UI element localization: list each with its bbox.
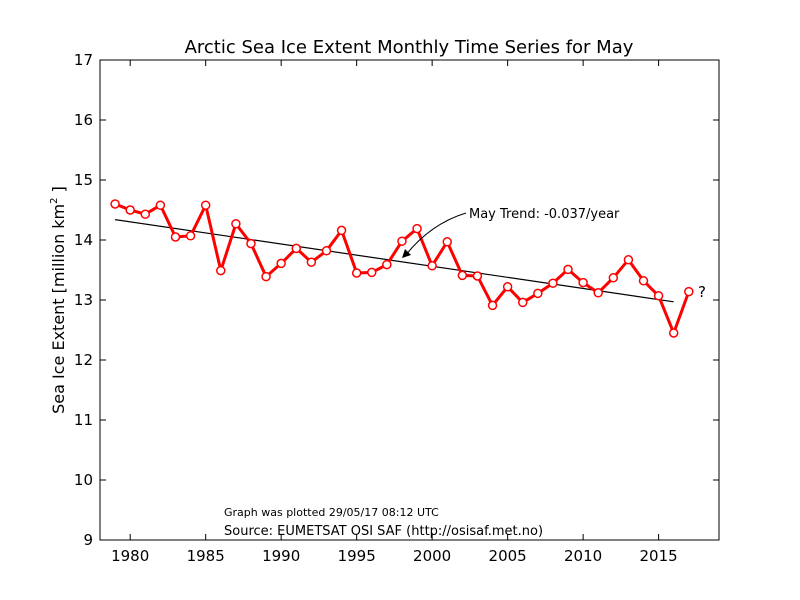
y-tick-label: 10 (74, 471, 93, 489)
data-point (170, 232, 181, 242)
data-point (125, 205, 135, 215)
data-point (367, 267, 377, 278)
data-point (623, 255, 634, 265)
chart-title: Arctic Sea Ice Extent Monthly Time Serie… (185, 37, 634, 58)
data-point (427, 261, 437, 271)
x-tick-label: 1990 (262, 547, 300, 565)
data-point (397, 236, 407, 246)
data-point (306, 257, 317, 267)
y-tick-label: 17 (74, 51, 93, 69)
y-tick-label: 12 (74, 351, 93, 369)
plotted-timestamp: Graph was plotted 29/05/17 08:12 UTC (224, 506, 439, 519)
data-point (140, 209, 151, 219)
data-point (517, 297, 528, 308)
data-point (336, 225, 347, 236)
trend-annotation-arrowhead (402, 249, 411, 258)
x-tick-label: 1980 (111, 547, 149, 565)
data-point (351, 268, 362, 278)
x-tick-label: 1995 (338, 547, 376, 565)
data-point (216, 265, 226, 276)
plot-frame (99, 59, 720, 541)
data-point (246, 238, 256, 249)
x-axis: 1980 1985 1990 1995 2000 2005 2010 2015 (111, 60, 678, 565)
data-point (638, 276, 649, 286)
data-point (457, 270, 468, 281)
trend-annotation-label: May Trend: -0.037/year (469, 207, 620, 222)
plot-area (99, 59, 720, 541)
data-point (382, 259, 392, 270)
data-point (533, 288, 543, 299)
data-point (291, 243, 302, 254)
data-point (442, 237, 452, 247)
data-point (653, 291, 664, 301)
data-point (684, 286, 694, 297)
data-point (321, 246, 332, 256)
series-layer (110, 199, 694, 338)
y-tick-label: 16 (74, 111, 93, 129)
data-point (578, 277, 588, 288)
y-tick-label: 14 (74, 231, 93, 249)
y-tick-label: 9 (83, 531, 93, 549)
data-point (155, 200, 166, 210)
y-axis-label-superscript: 2 (49, 197, 60, 203)
data-point (261, 271, 271, 282)
data-point (593, 288, 603, 298)
data-point (276, 258, 286, 269)
data-point (487, 300, 498, 311)
y-axis: 9 10 11 12 13 14 15 16 17 (74, 51, 719, 549)
pending-value-marker: ? (698, 283, 706, 301)
data-point (200, 200, 211, 210)
data-point (502, 282, 513, 292)
data-point (412, 223, 422, 234)
data-point (548, 278, 558, 288)
x-tick-label: 2015 (640, 547, 678, 565)
data-point (472, 271, 483, 281)
data-point (110, 199, 120, 209)
x-tick-label: 1985 (187, 547, 225, 565)
x-tick-label: 2005 (489, 547, 527, 565)
data-point (563, 264, 573, 275)
y-tick-label: 15 (74, 171, 93, 189)
data-point (231, 219, 241, 229)
x-tick-label: 2000 (413, 547, 451, 565)
y-axis-label: Sea Ice Extent [million km2 ] (49, 186, 68, 414)
y-tick-label: 13 (74, 291, 93, 309)
data-point (608, 273, 619, 283)
y-tick-label: 11 (74, 411, 93, 429)
trend-annotation: May Trend: -0.037/year (402, 207, 620, 258)
trend-annotation-arrow (404, 212, 467, 257)
data-point (668, 328, 679, 338)
data-point (185, 231, 196, 241)
x-tick-label: 2010 (564, 547, 602, 565)
trend-layer (115, 219, 674, 303)
trend-line (115, 219, 674, 303)
source-credit: Source: EUMETSAT OSI SAF (http://osisaf.… (224, 524, 543, 539)
